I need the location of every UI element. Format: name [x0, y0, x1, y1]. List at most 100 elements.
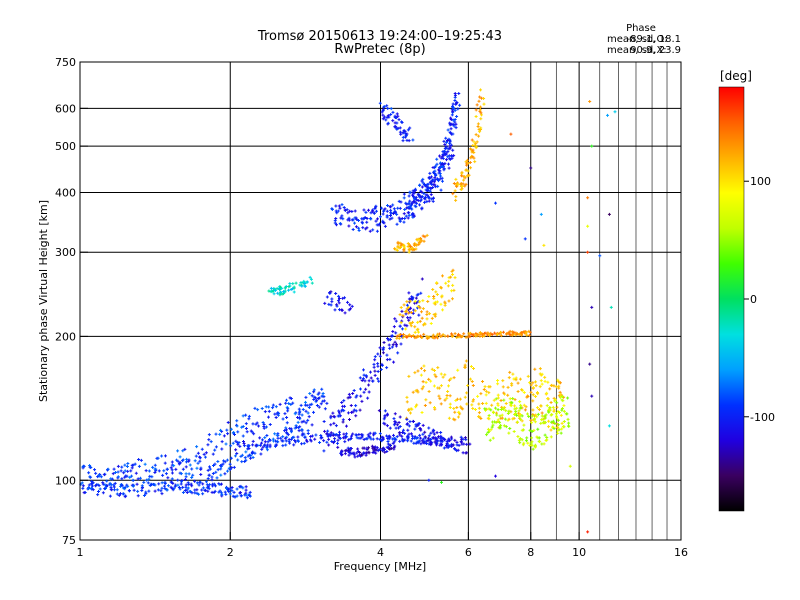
- echo-point: [456, 183, 460, 187]
- echo-point: [385, 353, 389, 357]
- echo-point: [310, 434, 314, 438]
- echo-point: [219, 473, 223, 477]
- echo-point: [455, 101, 459, 105]
- echo-point: [440, 176, 444, 180]
- echo-point: [362, 390, 366, 394]
- echo-point: [557, 423, 561, 427]
- echo-point: [333, 221, 337, 225]
- echo-point: [512, 330, 516, 334]
- echo-point: [516, 390, 520, 394]
- echo-point: [439, 384, 443, 388]
- echo-point: [322, 439, 326, 443]
- echo-point: [501, 406, 505, 410]
- echo-point: [146, 481, 150, 485]
- echo-point: [208, 483, 212, 487]
- echo-point: [478, 108, 482, 112]
- echo-point: [508, 329, 512, 333]
- echo-point: [312, 410, 316, 414]
- echo-point: [314, 396, 318, 400]
- echo-point: [560, 407, 564, 411]
- echo-point: [348, 307, 352, 311]
- echo-point: [442, 167, 446, 171]
- echo-point: [230, 489, 234, 493]
- echo-point: [136, 494, 140, 498]
- echo-point: [163, 487, 167, 491]
- echo-point: [304, 421, 308, 425]
- echo-point: [453, 438, 457, 442]
- echo-point: [176, 449, 180, 453]
- echo-point: [285, 421, 289, 425]
- echo-point: [534, 394, 538, 398]
- echo-point: [201, 492, 205, 496]
- echo-point: [428, 401, 432, 405]
- echo-point: [203, 488, 207, 492]
- echo-point: [407, 408, 411, 412]
- echo-point: [88, 475, 92, 479]
- echo-point: [327, 302, 331, 306]
- echo-point: [472, 367, 476, 371]
- phase-stats-o-values: -89.1, 18.1: [627, 34, 682, 45]
- echo-point: [414, 389, 418, 393]
- echo-point: [301, 432, 305, 436]
- echo-point: [414, 335, 418, 339]
- echo-point: [405, 206, 409, 210]
- echo-point: [488, 438, 492, 442]
- echo-point: [409, 439, 413, 443]
- echo-point: [326, 429, 330, 433]
- echo-point: [496, 396, 500, 400]
- echo-point: [374, 209, 378, 213]
- echo-point: [244, 413, 248, 417]
- echo-point: [301, 407, 305, 411]
- echo-point: [534, 380, 538, 384]
- echo-point: [370, 444, 374, 448]
- echo-point: [382, 346, 386, 350]
- echo-point: [329, 434, 333, 438]
- echo-point: [450, 154, 454, 158]
- echo-point: [456, 368, 460, 372]
- echo-point: [406, 316, 410, 320]
- echo-point: [169, 466, 173, 470]
- echo-point: [561, 399, 565, 403]
- echo-point: [376, 362, 380, 366]
- echo-point: [287, 285, 291, 289]
- echo-point: [322, 449, 326, 453]
- echo-point: [247, 453, 251, 457]
- echo-point: [383, 207, 387, 211]
- echo-point: [440, 295, 444, 299]
- echo-point: [427, 434, 431, 438]
- echo-point: [533, 420, 537, 424]
- echo-point: [558, 393, 562, 397]
- echo-point: [114, 470, 118, 474]
- echo-point: [409, 324, 413, 328]
- echo-point: [431, 199, 435, 203]
- echo-point: [447, 384, 451, 388]
- y-tick-label: 600: [55, 102, 76, 115]
- echo-point: [425, 310, 429, 314]
- echo-point: [405, 300, 409, 304]
- echo-point: [358, 376, 362, 380]
- echo-point: [284, 443, 288, 447]
- echo-point: [281, 444, 285, 448]
- echo-point: [275, 433, 279, 437]
- echo-point: [407, 424, 411, 428]
- echo-point: [333, 308, 337, 312]
- echo-point: [347, 392, 351, 396]
- echo-point: [510, 383, 514, 387]
- echo-point: [378, 101, 382, 105]
- echo-point: [479, 113, 483, 117]
- echo-point: [541, 421, 545, 425]
- echo-point: [384, 118, 388, 122]
- echo-point: [408, 190, 412, 194]
- echo-point: [435, 300, 439, 304]
- echo-point: [475, 140, 479, 144]
- echo-point: [444, 145, 448, 149]
- echo-point: [81, 484, 85, 488]
- echo-point: [231, 441, 235, 445]
- echo-point: [407, 306, 411, 310]
- echo-point: [362, 216, 366, 220]
- echo-point: [201, 486, 205, 490]
- x-tick-label: 8: [527, 546, 534, 559]
- echo-point: [520, 331, 524, 335]
- echo-point: [398, 431, 402, 435]
- echo-point: [201, 482, 205, 486]
